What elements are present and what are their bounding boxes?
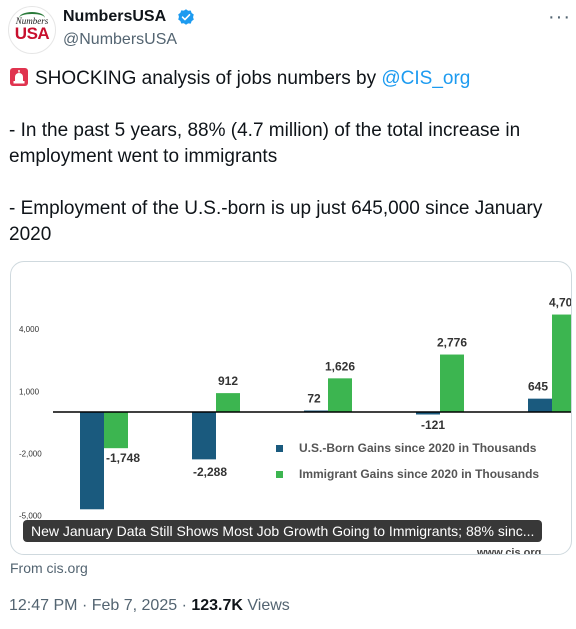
legend-label: Immigrant Gains since 2020 in Thousands: [299, 467, 539, 481]
meta-separator: ·: [81, 597, 88, 614]
verified-badge-icon: [178, 9, 194, 25]
tweet-paragraph-2: - In the past 5 years, 88% (4.7 million)…: [9, 120, 521, 167]
tweet-paragraph-3: - Employment of the U.S.-born is up just…: [9, 198, 543, 245]
immigrant-bar: [216, 393, 240, 412]
legend-label: U.S.-Born Gains since 2020 in Thousands: [299, 441, 537, 455]
card-caption[interactable]: New January Data Still Shows Most Job Gr…: [23, 520, 543, 542]
views-label: Views: [247, 597, 290, 614]
siren-icon: [10, 68, 28, 86]
tweet-meta: 12:47 PM · Feb 7, 2025 · 123.7K Views: [9, 597, 290, 615]
data-label: 72: [307, 392, 321, 406]
immigrant-bar: [328, 378, 352, 412]
mention-link[interactable]: @CIS_org: [381, 68, 471, 89]
avatar-text-top: Numbers: [15, 16, 49, 26]
y-tick-label: -2,000: [19, 449, 42, 458]
legend-swatch: [276, 445, 283, 452]
chart: 4,000 1,000 -2,000 -5,000 -2,288 72 -121 645 -1,…: [19, 296, 571, 554]
data-label: -2,288: [193, 465, 227, 479]
us-born-bar: [80, 412, 104, 510]
author-display-name[interactable]: NumbersUSA: [63, 8, 167, 25]
us-born-bar: [304, 410, 328, 413]
tweet-line-1-text: SHOCKING analysis of jobs numbers by: [35, 68, 382, 89]
data-label: -121: [421, 418, 445, 432]
data-label: 1,626: [325, 359, 355, 373]
tweet-line-1: SHOCKING analysis of jobs numbers by @CI…: [9, 66, 569, 92]
views-count: 123.7K: [191, 597, 243, 614]
immigrant-bar: [104, 412, 128, 449]
legend-swatch: [276, 471, 283, 478]
us-born-bar: [528, 398, 552, 412]
tweet-date[interactable]: Feb 7, 2025: [91, 597, 178, 614]
us-born-bar: [416, 412, 440, 415]
avatar-text-main: USA: [14, 24, 50, 43]
author-handle[interactable]: @NumbersUSA: [63, 31, 178, 48]
tweet-text: SHOCKING analysis of jobs numbers by @CI…: [9, 66, 569, 248]
data-label: 912: [218, 374, 238, 388]
avatar-arc: [19, 12, 45, 24]
data-label: -1,748: [106, 451, 140, 465]
more-options-icon[interactable]: ···: [548, 6, 571, 28]
meta-separator: ·: [181, 597, 187, 614]
us-born-bar: [192, 412, 216, 460]
card-source[interactable]: From cis.org: [10, 560, 88, 576]
immigrant-bar: [440, 354, 464, 412]
tweet-time[interactable]: 12:47 PM: [9, 597, 78, 614]
y-tick-label: -5,000: [19, 512, 42, 521]
link-card[interactable]: 4,000 1,000 -2,000 -5,000 -2,288 72 -121 645 -1,…: [10, 261, 572, 555]
avatar[interactable]: Numbers USA: [8, 6, 56, 54]
watermark-text: www.cis.org: [476, 547, 541, 554]
data-label: 645: [528, 380, 548, 394]
y-tick-label: 4,000: [19, 325, 40, 334]
y-tick-label: 1,000: [19, 387, 40, 396]
data-label: 2,776: [437, 336, 467, 350]
immigrant-bar: [552, 314, 571, 412]
data-label: 4,708: [549, 296, 571, 310]
